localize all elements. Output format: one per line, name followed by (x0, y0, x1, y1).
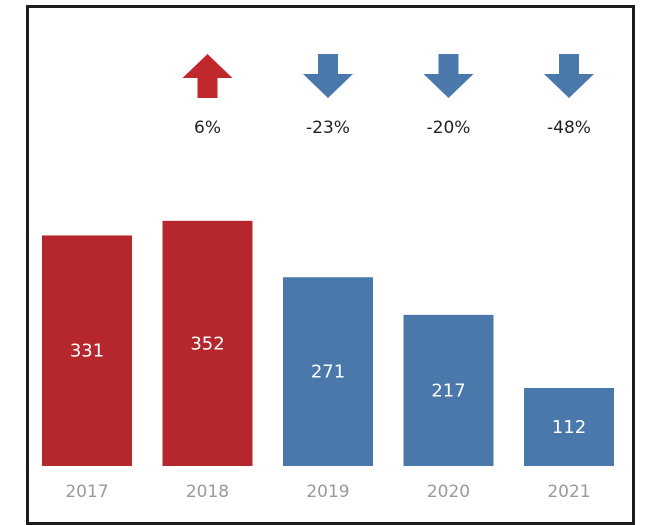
bar-2020 (403, 314, 494, 466)
x-tick-label: 2019 (306, 482, 349, 502)
bar-value-label: 271 (311, 362, 345, 383)
change-percent-label: -20% (427, 118, 471, 138)
change-percent-label: -23% (306, 118, 350, 138)
arrow-down-icon (423, 54, 474, 98)
bar-value-label: 331 (70, 341, 104, 362)
arrow-up-icon (182, 54, 233, 98)
x-tick-label: 2020 (427, 482, 470, 502)
bar-2017 (42, 235, 132, 466)
bars-group (42, 220, 614, 466)
bar-2019 (283, 277, 373, 466)
value-labels-group: 331 352 271 217 112 (70, 333, 586, 438)
bar-2021 (524, 387, 614, 466)
bar-2018 (162, 220, 253, 466)
bar-chart: 331 352 271 217 112 2017 2018 2019 2020 2021 6% -… (42, 54, 614, 502)
x-tick-label: 2017 (65, 482, 108, 502)
bar-value-label: 112 (552, 417, 586, 438)
change-labels-group: 6% -23% -20% -48% (194, 118, 591, 138)
arrow-down-icon (303, 54, 353, 98)
x-tick-label: 2021 (547, 482, 590, 502)
change-percent-label: 6% (194, 118, 221, 138)
bar-value-label: 217 (431, 380, 465, 401)
change-arrows-group (182, 54, 594, 98)
x-tick-labels-group: 2017 2018 2019 2020 2021 (65, 482, 590, 502)
arrow-down-icon (544, 54, 594, 98)
x-tick-label: 2018 (186, 482, 229, 502)
change-percent-label: -48% (547, 118, 591, 138)
bar-value-label: 352 (190, 333, 224, 354)
